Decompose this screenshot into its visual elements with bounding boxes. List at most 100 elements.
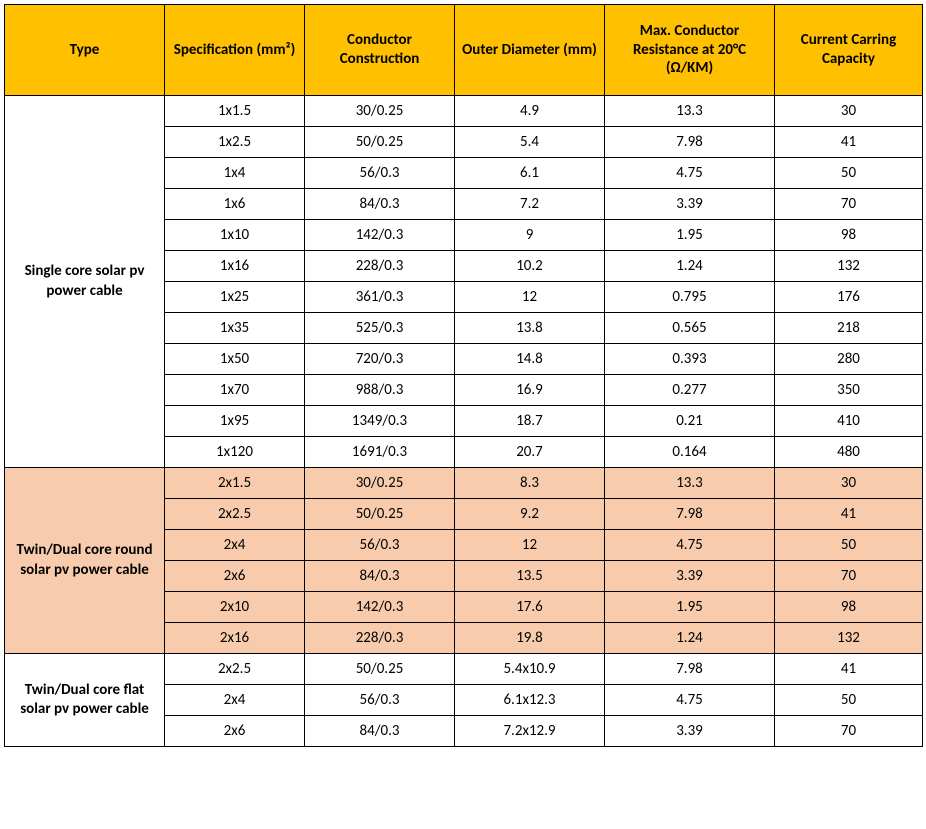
cell-conductor: 988/0.3 <box>305 375 455 406</box>
cell-spec: 1x50 <box>165 344 305 375</box>
cell-outer: 9 <box>455 220 605 251</box>
table-body: Single core solar pv power cable 1x1.5 3… <box>5 96 923 747</box>
cell-outer: 9.2 <box>455 499 605 530</box>
cell-spec: 1x2.5 <box>165 127 305 158</box>
cell-spec: 1x4 <box>165 158 305 189</box>
cell-spec: 2x6 <box>165 716 305 747</box>
cell-resistance: 0.565 <box>605 313 775 344</box>
cell-resistance: 0.277 <box>605 375 775 406</box>
cable-spec-table: Type Specification (mm²) Conductor Const… <box>4 4 923 747</box>
cell-resistance: 3.39 <box>605 561 775 592</box>
cell-spec: 1x35 <box>165 313 305 344</box>
cell-conductor: 56/0.3 <box>305 158 455 189</box>
cell-resistance: 7.98 <box>605 127 775 158</box>
col-header-conductor-construction: Conductor Construction <box>305 5 455 96</box>
cell-conductor: 30/0.25 <box>305 468 455 499</box>
cell-spec: 1x6 <box>165 189 305 220</box>
cell-resistance: 1.95 <box>605 592 775 623</box>
cell-spec: 1x10 <box>165 220 305 251</box>
cell-outer: 4.9 <box>455 96 605 127</box>
cell-outer: 12 <box>455 282 605 313</box>
col-header-specification: Specification (mm²) <box>165 5 305 96</box>
cell-outer: 6.1 <box>455 158 605 189</box>
type-cell-single-core: Single core solar pv power cable <box>5 96 165 468</box>
cell-spec: 1x1.5 <box>165 96 305 127</box>
cell-spec: 2x1.5 <box>165 468 305 499</box>
cell-outer: 8.3 <box>455 468 605 499</box>
cell-conductor: 84/0.3 <box>305 561 455 592</box>
cell-resistance: 3.39 <box>605 189 775 220</box>
cell-conductor: 142/0.3 <box>305 220 455 251</box>
table-header-row: Type Specification (mm²) Conductor Const… <box>5 5 923 96</box>
cell-resistance: 0.21 <box>605 406 775 437</box>
cell-spec: 2x4 <box>165 685 305 716</box>
cell-resistance: 4.75 <box>605 685 775 716</box>
cell-current: 350 <box>775 375 923 406</box>
cell-current: 30 <box>775 468 923 499</box>
cell-spec: 1x120 <box>165 437 305 468</box>
cell-current: 50 <box>775 685 923 716</box>
cell-conductor: 361/0.3 <box>305 282 455 313</box>
col-header-type: Type <box>5 5 165 96</box>
cell-resistance: 1.95 <box>605 220 775 251</box>
cell-outer: 7.2 <box>455 189 605 220</box>
cell-spec: 2x6 <box>165 561 305 592</box>
cell-current: 41 <box>775 499 923 530</box>
cell-conductor: 30/0.25 <box>305 96 455 127</box>
col-header-max-resistance: Max. Conductor Resistance at 20°C (Ω/KM) <box>605 5 775 96</box>
cell-resistance: 13.3 <box>605 96 775 127</box>
cell-outer: 5.4 <box>455 127 605 158</box>
cell-current: 98 <box>775 220 923 251</box>
cell-spec: 1x16 <box>165 251 305 282</box>
cell-resistance: 7.98 <box>605 654 775 685</box>
col-header-outer-diameter: Outer Diameter (mm) <box>455 5 605 96</box>
cell-conductor: 50/0.25 <box>305 127 455 158</box>
cell-conductor: 50/0.25 <box>305 654 455 685</box>
cell-outer: 7.2x12.9 <box>455 716 605 747</box>
cell-current: 41 <box>775 127 923 158</box>
cell-current: 70 <box>775 189 923 220</box>
cell-current: 132 <box>775 623 923 654</box>
cell-conductor: 84/0.3 <box>305 716 455 747</box>
cell-resistance: 0.393 <box>605 344 775 375</box>
cell-outer: 12 <box>455 530 605 561</box>
cell-conductor: 84/0.3 <box>305 189 455 220</box>
cell-resistance: 3.39 <box>605 716 775 747</box>
cell-resistance: 0.164 <box>605 437 775 468</box>
cell-outer: 5.4x10.9 <box>455 654 605 685</box>
cell-resistance: 4.75 <box>605 158 775 189</box>
cell-conductor: 228/0.3 <box>305 623 455 654</box>
cell-outer: 18.7 <box>455 406 605 437</box>
cell-outer: 16.9 <box>455 375 605 406</box>
cell-conductor: 228/0.3 <box>305 251 455 282</box>
cell-spec: 1x70 <box>165 375 305 406</box>
cell-current: 218 <box>775 313 923 344</box>
table-row: Twin/Dual core flat solar pv power cable… <box>5 654 923 685</box>
type-cell-twin-round: Twin/Dual core round solar pv power cabl… <box>5 468 165 654</box>
cell-current: 280 <box>775 344 923 375</box>
cell-current: 132 <box>775 251 923 282</box>
cell-resistance: 0.795 <box>605 282 775 313</box>
cell-outer: 19.8 <box>455 623 605 654</box>
cell-outer: 13.5 <box>455 561 605 592</box>
cell-conductor: 525/0.3 <box>305 313 455 344</box>
cell-resistance: 1.24 <box>605 251 775 282</box>
cell-current: 50 <box>775 530 923 561</box>
cell-spec: 2x10 <box>165 592 305 623</box>
cell-spec: 2x4 <box>165 530 305 561</box>
cell-resistance: 13.3 <box>605 468 775 499</box>
cell-current: 480 <box>775 437 923 468</box>
cell-current: 41 <box>775 654 923 685</box>
cell-conductor: 720/0.3 <box>305 344 455 375</box>
cell-spec: 1x95 <box>165 406 305 437</box>
cell-outer: 14.8 <box>455 344 605 375</box>
type-cell-twin-flat: Twin/Dual core flat solar pv power cable <box>5 654 165 747</box>
cell-resistance: 7.98 <box>605 499 775 530</box>
cell-resistance: 4.75 <box>605 530 775 561</box>
cell-current: 176 <box>775 282 923 313</box>
cell-resistance: 1.24 <box>605 623 775 654</box>
cell-current: 98 <box>775 592 923 623</box>
cell-conductor: 56/0.3 <box>305 685 455 716</box>
cell-current: 410 <box>775 406 923 437</box>
cell-current: 30 <box>775 96 923 127</box>
